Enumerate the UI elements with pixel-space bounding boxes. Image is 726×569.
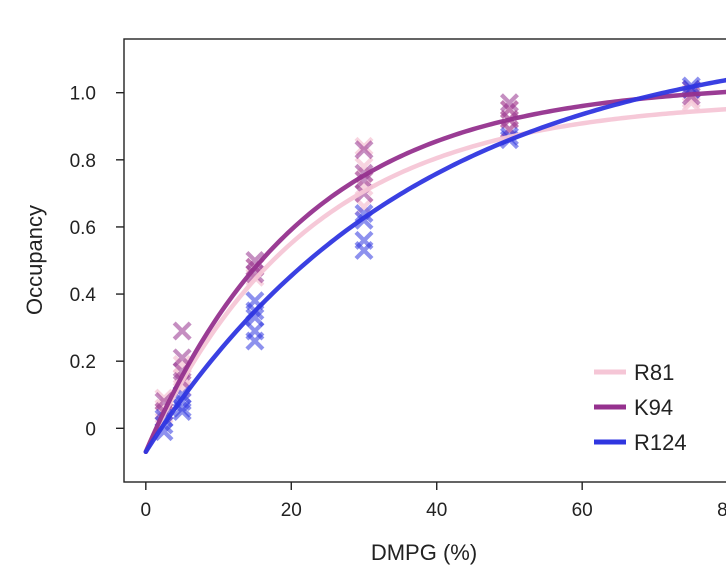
data-point-R124-15	[354, 240, 374, 260]
x-tick-label: 60	[572, 500, 593, 521]
fit-curves	[143, 77, 726, 455]
plot-frame	[123, 38, 726, 483]
data-point-K94-13	[499, 93, 519, 113]
legend-label-R81: R81	[634, 360, 674, 385]
legend-label-K94: K94	[634, 395, 673, 420]
x-tick-label: 0	[141, 500, 152, 521]
legend-label-R124: R124	[634, 430, 687, 455]
y-tick-label: 1.0	[70, 84, 96, 105]
x-tick-label: 20	[281, 500, 302, 521]
y-tick-label: 0.2	[70, 352, 96, 373]
y-tick-label: 0.4	[70, 285, 97, 306]
fit-curve-K94	[143, 89, 726, 455]
fit-curve-R124	[143, 77, 726, 455]
data-point-R81-8	[354, 136, 374, 156]
y-tick-label: 0	[85, 419, 96, 440]
data-point-K94-9	[354, 140, 374, 160]
data-point-K94-8	[245, 264, 265, 284]
series-K94-markers	[154, 79, 701, 422]
x-axis: 0 20 40 60 80	[141, 482, 726, 521]
fit-curve-R81	[143, 107, 726, 455]
x-axis-title: DMPG (%)	[371, 540, 477, 565]
y-tick-label: 0.6	[70, 218, 96, 239]
y-axis-title: Occupancy	[22, 205, 47, 315]
y-tick-label: 0.8	[70, 151, 96, 172]
data-point-R124-11	[245, 331, 265, 351]
legend: R81 K94 R124	[594, 360, 687, 455]
scatter-markers	[154, 76, 701, 442]
data-point-K94-2	[172, 321, 192, 341]
series-R124-markers	[154, 76, 701, 442]
x-tick-label: 40	[426, 500, 447, 521]
x-tick-label: 80	[717, 500, 726, 521]
y-axis: 0 0.2 0.4 0.6 0.8 1.0	[70, 84, 124, 440]
